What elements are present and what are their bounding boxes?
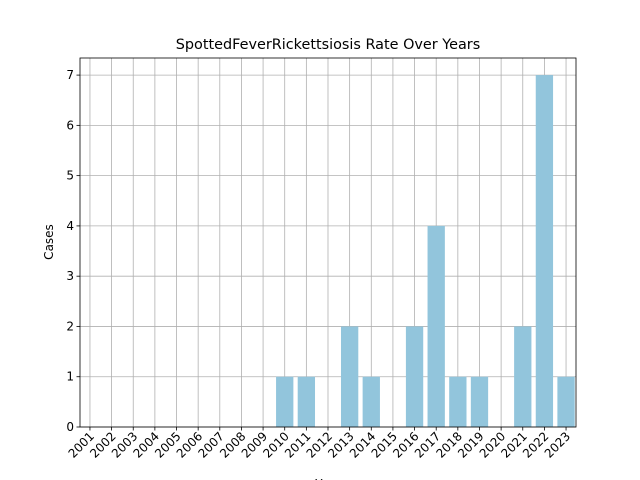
bar <box>514 326 532 427</box>
bar <box>362 376 380 427</box>
x-axis-label: Year <box>314 477 340 480</box>
y-tick-label: 3 <box>66 269 74 283</box>
y-tick-label: 6 <box>66 118 74 132</box>
y-tick-label: 0 <box>66 420 74 434</box>
y-tick-label: 7 <box>66 68 74 82</box>
y-axis-label: Cases <box>42 224 56 260</box>
plot-frame <box>79 57 577 428</box>
bar <box>340 326 359 427</box>
bar <box>535 75 554 427</box>
bar <box>276 376 294 427</box>
x-tick-label: 2023 <box>542 429 573 460</box>
y-tick-label: 5 <box>66 169 74 183</box>
bar <box>470 376 489 427</box>
chart-title: SpottedFeverRickettsiosis Rate Over Year… <box>176 37 480 53</box>
y-tick-label: 4 <box>66 219 74 233</box>
bar <box>427 225 445 427</box>
y-tick-label: 1 <box>66 370 74 384</box>
bar <box>297 376 316 427</box>
y-tick-label: 2 <box>66 319 74 333</box>
bar <box>557 376 575 427</box>
bar <box>449 376 467 427</box>
bar <box>405 326 424 427</box>
